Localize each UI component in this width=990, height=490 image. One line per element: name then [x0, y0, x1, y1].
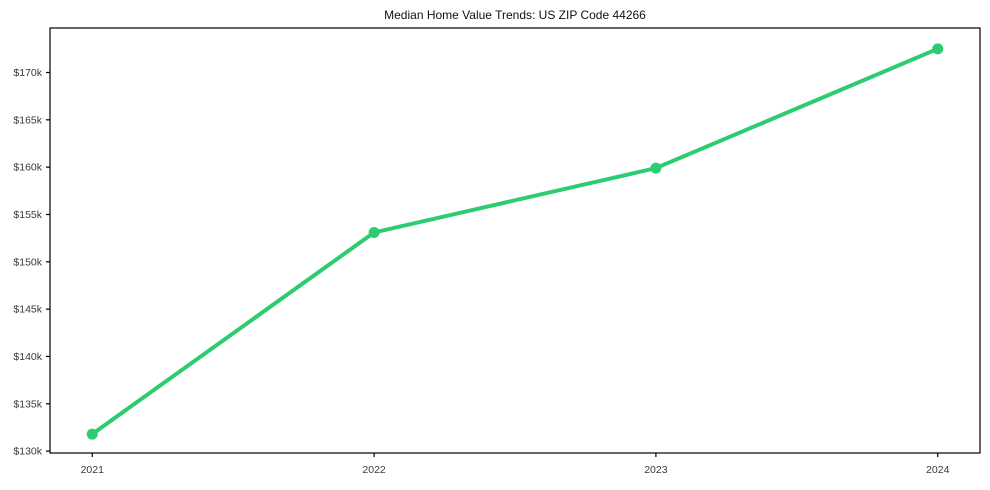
x-tick-label: 2022 [362, 464, 386, 476]
x-tick-label: 2023 [644, 464, 668, 476]
chart-title: Median Home Value Trends: US ZIP Code 44… [384, 8, 646, 22]
y-tick-label: $155k [13, 209, 42, 221]
x-tick-label: 2021 [81, 464, 105, 476]
plot-frame [49, 27, 981, 454]
data-point-marker [368, 226, 380, 238]
y-tick-label: $140k [13, 351, 42, 363]
y-tick-label: $145k [13, 304, 42, 316]
y-tick-label: $130k [13, 446, 42, 458]
data-point-marker [86, 428, 98, 440]
data-point-marker [650, 162, 662, 174]
y-tick-label: $165k [13, 114, 42, 126]
y-tick-label: $160k [13, 162, 42, 174]
data-point-marker [932, 43, 944, 55]
y-tick-label: $170k [13, 67, 42, 79]
y-tick-label: $135k [13, 398, 42, 410]
trend-line [90, 46, 940, 437]
y-tick-label: $150k [13, 256, 42, 268]
x-tick-label: 2024 [926, 464, 950, 476]
